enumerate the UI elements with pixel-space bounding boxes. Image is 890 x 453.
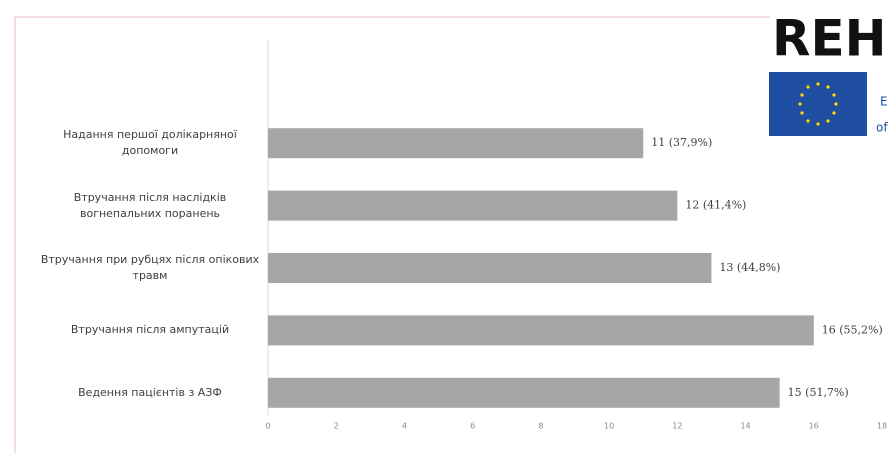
bar	[268, 190, 678, 221]
logo-subtext: E	[880, 95, 888, 109]
x-tick-label: 8	[538, 422, 543, 431]
value-label: 13 (44,8%)	[719, 261, 780, 274]
x-tick-label: 2	[334, 422, 339, 431]
category-label: Ведення пацієнтів з АЗФ	[78, 385, 222, 399]
category-label: Надання першої долікарняної допомоги	[63, 128, 237, 158]
x-tick-label: 16	[809, 422, 819, 431]
eu-stars	[798, 82, 838, 126]
logo-text: REH	[772, 10, 887, 68]
bar	[268, 128, 644, 159]
x-tick-label: 6	[470, 422, 475, 431]
x-tick-label: 14	[740, 422, 750, 431]
eu-flag	[769, 72, 867, 136]
bar	[268, 253, 712, 283]
value-label: 15 (51,7%)	[788, 386, 849, 399]
category-label: Втручання після наслідків вогнепальних п…	[73, 190, 227, 220]
bar	[268, 377, 780, 408]
logo-subtext: of	[876, 121, 888, 135]
bar	[268, 315, 814, 346]
x-tick-label: 18	[877, 422, 887, 431]
x-tick-label: 4	[402, 422, 407, 431]
x-tick-label: 0	[265, 422, 270, 431]
x-tick-label: 10	[604, 422, 614, 431]
value-label: 16 (55,2%)	[822, 323, 883, 336]
x-tick-label: 12	[672, 422, 682, 431]
value-label: 12 (41,4%)	[685, 199, 746, 212]
category-label: Втручання після ампутацій	[70, 323, 230, 337]
category-label: Втручання при рубцях після опікових трав…	[40, 253, 260, 282]
value-label: 11 (37,9%)	[651, 136, 712, 149]
